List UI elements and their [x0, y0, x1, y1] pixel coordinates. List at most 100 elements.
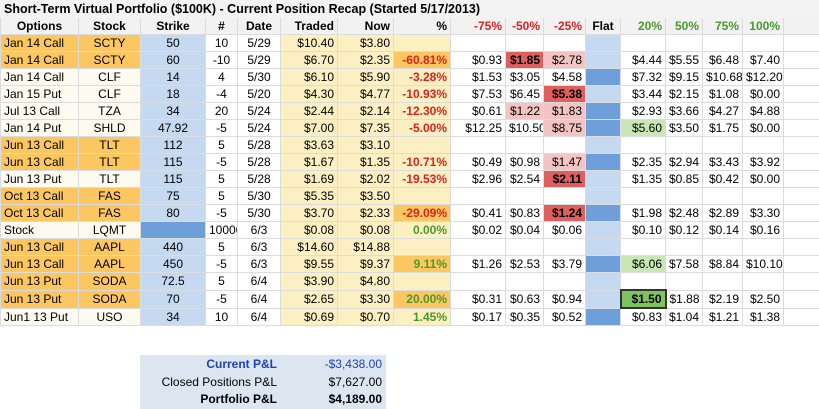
- minus-75: $0.17: [451, 308, 506, 326]
- strike: 70: [141, 290, 206, 308]
- strike: 450: [141, 256, 206, 273]
- plus-100: $2.50: [743, 290, 784, 308]
- minus-25: $0.06: [544, 222, 586, 239]
- empty-cell: [451, 273, 506, 291]
- header-cell: Stock: [79, 18, 141, 35]
- traded: $4.30: [281, 86, 338, 103]
- minus-50: $6.45: [506, 86, 544, 103]
- plus-50: $9.15: [666, 69, 703, 86]
- now: $3.10: [338, 137, 394, 154]
- traded: $7.00: [281, 120, 338, 137]
- traded: $1.69: [281, 171, 338, 188]
- plus-20: $1.98: [621, 205, 666, 222]
- minus-75: $7.53: [451, 86, 506, 103]
- traded: $6.10: [281, 69, 338, 86]
- header-cell: 100%: [743, 18, 784, 35]
- empty-cell: [784, 290, 819, 308]
- minus-75: $0.61: [451, 103, 506, 120]
- empty-cell: [784, 205, 819, 222]
- empty-cell: [394, 35, 451, 52]
- plus-50: $1.88: [666, 290, 703, 308]
- percent: 1.45%: [394, 308, 451, 326]
- empty-cell: [394, 137, 451, 154]
- summary-label: Portfolio P&L: [141, 391, 281, 409]
- date: 5/24: [238, 103, 281, 120]
- empty-cell: [506, 273, 544, 291]
- option: Stock: [1, 222, 79, 239]
- quantity: -5: [206, 154, 238, 171]
- option: Jan 14 Call: [1, 35, 79, 52]
- now: $9.37: [338, 256, 394, 273]
- plus-50: $3.50: [666, 120, 703, 137]
- empty-cell: [784, 120, 819, 137]
- date: 5/30: [238, 188, 281, 205]
- empty-cell: [784, 137, 819, 154]
- stock: SODA: [79, 290, 141, 308]
- empty-cell: [621, 35, 666, 52]
- plus-75: $2.19: [703, 290, 743, 308]
- minus-50: $0.63: [506, 290, 544, 308]
- quantity: 5: [206, 239, 238, 256]
- empty-cell: [784, 256, 819, 273]
- traded: $3.63: [281, 137, 338, 154]
- quantity: 5: [206, 188, 238, 205]
- header-cell: Strike: [141, 18, 206, 35]
- plus-75: $1.75: [703, 120, 743, 137]
- strike: 34: [141, 103, 206, 120]
- header-cell: 50%: [666, 18, 703, 35]
- stock: TLT: [79, 137, 141, 154]
- header-cell: -50%: [506, 18, 544, 35]
- plus-75: $0.42: [703, 171, 743, 188]
- empty-cell: [394, 188, 451, 205]
- quantity: -4: [206, 86, 238, 103]
- minus-50: $1.85: [506, 52, 544, 69]
- option: Jun1 13 Put: [1, 308, 79, 326]
- minus-25: $2.11: [544, 171, 586, 188]
- empty-cell: [586, 103, 621, 120]
- minus-25: $0.94: [544, 290, 586, 308]
- header-cell: Options: [1, 18, 79, 35]
- title-row: Short-Term Virtual Portfolio ($100K) - C…: [1, 1, 819, 18]
- percent: -5.00%: [394, 120, 451, 137]
- summary-label: Closed Positions P&L: [141, 373, 281, 391]
- percent: -29.09%: [394, 205, 451, 222]
- stock: SCTY: [79, 52, 141, 69]
- empty-cell: [451, 188, 506, 205]
- option: Jan 14 Call: [1, 69, 79, 86]
- empty-cell: [666, 188, 703, 205]
- minus-50: $0.04: [506, 222, 544, 239]
- empty-cell: [544, 239, 586, 256]
- title: Short-Term Virtual Portfolio ($100K) - C…: [1, 1, 819, 18]
- summary-row: Current P&L-$3,438.00: [141, 356, 386, 374]
- empty-cell: [586, 52, 621, 69]
- empty-cell: [703, 35, 743, 52]
- empty-cell: [586, 120, 621, 137]
- stock: SCTY: [79, 35, 141, 52]
- plus-50: $0.85: [666, 171, 703, 188]
- plus-75: $4.27: [703, 103, 743, 120]
- empty-cell: [586, 222, 621, 239]
- header-cell: Traded: [281, 18, 338, 35]
- summary-value: $4,189.00: [281, 391, 386, 409]
- minus-50: $10.50: [506, 120, 544, 137]
- now: $3.30: [338, 290, 394, 308]
- empty-cell: [743, 137, 784, 154]
- quantity: 5: [206, 273, 238, 291]
- empty-cell: [784, 52, 819, 69]
- traded: $2.65: [281, 290, 338, 308]
- now: $3.50: [338, 188, 394, 205]
- plus-20: $1.50: [621, 290, 666, 308]
- empty-cell: [784, 308, 819, 326]
- plus-50: $0.12: [666, 222, 703, 239]
- empty-cell: [703, 273, 743, 291]
- plus-100: $12.20: [743, 69, 784, 86]
- strike: 80: [141, 205, 206, 222]
- minus-50: $2.54: [506, 171, 544, 188]
- plus-20: $2.93: [621, 103, 666, 120]
